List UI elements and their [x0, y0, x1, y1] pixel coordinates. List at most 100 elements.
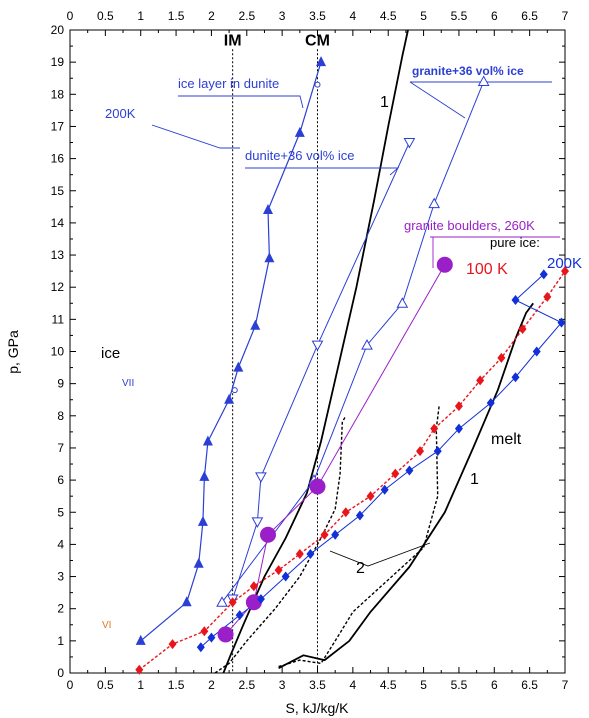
annotation-label: granite+36 vol% ice	[412, 64, 524, 78]
data-point-5	[281, 571, 290, 582]
annotation-leader	[329, 542, 431, 567]
y-tick-label: 9	[57, 377, 64, 391]
data-point-5	[486, 397, 495, 408]
data-point-4	[320, 529, 329, 540]
data-point-1	[311, 340, 324, 352]
data-point-5	[207, 632, 216, 643]
data-point-0	[224, 393, 235, 404]
annotation-label: granite boulders, 260K	[404, 218, 535, 233]
y-tick-label: 5	[57, 505, 64, 519]
data-point-3	[217, 626, 234, 643]
x-tick-label: 0.5	[97, 678, 114, 692]
data-point-4	[476, 375, 485, 386]
data-point-4	[274, 565, 283, 576]
x-tick-label: 4.5	[380, 678, 397, 692]
y-tick-label: 11	[52, 312, 65, 326]
vertical-line-label: IM	[224, 32, 242, 49]
data-point-4	[200, 626, 209, 637]
x-tick-label-top: 7	[562, 9, 569, 23]
x-axis-title: S, kJ/kg/K	[285, 700, 349, 716]
data-point-0	[199, 470, 210, 481]
x-tick-label-top: 3.5	[309, 9, 326, 23]
data-point-4	[168, 639, 177, 650]
y-tick-label: 10	[51, 345, 65, 359]
data-point-0	[250, 319, 261, 330]
data-point-1	[403, 138, 416, 149]
annotation-leader	[178, 95, 304, 109]
data-point-0	[233, 361, 244, 372]
data-point-1	[255, 472, 267, 483]
series-line-2	[221, 81, 485, 603]
data-point-4	[391, 468, 400, 479]
y-tick-label: 13	[51, 248, 65, 262]
data-point-2	[477, 75, 490, 86]
y-axis-title: p, GPa	[5, 330, 21, 374]
series-line-4	[138, 270, 566, 671]
melt-curve-1-right	[278, 302, 534, 669]
open-circle-point	[314, 81, 321, 88]
y-tick-label: 16	[51, 152, 65, 166]
y-tick-label: 7	[57, 441, 64, 455]
series-line-1	[232, 142, 410, 600]
x-tick-label-top: 1.5	[168, 9, 185, 23]
annotation-label: VI	[102, 620, 111, 631]
x-tick-label: 4	[350, 678, 357, 692]
data-point-1	[251, 517, 264, 528]
vertical-line-label: CM	[305, 32, 330, 49]
annotation-label: melt	[491, 431, 522, 448]
data-point-4	[341, 507, 350, 518]
data-point-4	[561, 266, 569, 277]
data-point-4	[295, 549, 304, 560]
annotation-label: ice layer in dunite	[178, 76, 279, 91]
x-tick-label: 1.5	[168, 678, 185, 692]
data-point-5	[511, 295, 520, 306]
y-tick-label: 17	[51, 119, 65, 133]
data-point-4	[497, 352, 506, 363]
series-line-3	[225, 264, 446, 635]
y-tick-label: 1	[57, 634, 64, 648]
melt-curve-1-left	[222, 29, 409, 674]
data-point-5	[532, 346, 541, 357]
data-point-4	[249, 581, 258, 592]
melt-curve-2-right	[278, 406, 440, 668]
data-point-5	[557, 317, 566, 328]
annotation-label: 1	[470, 471, 479, 488]
data-point-5	[355, 510, 364, 521]
data-point-4	[135, 664, 144, 675]
y-tick-label: 8	[57, 409, 64, 423]
annotation-label: 200K	[547, 255, 582, 272]
annotation-label: 1	[380, 94, 389, 111]
x-tick-label-top: 3	[279, 9, 286, 23]
y-tick-label: 15	[51, 184, 65, 198]
data-point-3	[309, 478, 326, 495]
x-tick-label: 7	[562, 678, 569, 692]
annotation-label: 200K	[105, 106, 136, 121]
annotation-leader	[245, 167, 400, 176]
data-point-5	[433, 446, 442, 457]
x-tick-label: 2.5	[238, 678, 255, 692]
series-line-5	[200, 273, 563, 648]
x-tick-label-top: 4.5	[380, 9, 397, 23]
y-tick-label: 4	[57, 537, 64, 551]
x-tick-label: 5	[420, 678, 427, 692]
tick-layer: 000.50.5111.51.5222.52.5333.53.5444.54.5…	[51, 9, 569, 692]
x-tick-label-top: 1	[137, 9, 144, 23]
open-circle-point	[231, 387, 238, 394]
data-point-4	[543, 291, 552, 302]
x-tick-label-top: 2.5	[238, 9, 255, 23]
annotation-leader	[151, 124, 240, 149]
data-point-0	[193, 557, 204, 568]
marks-layer	[135, 56, 569, 675]
data-point-5	[256, 594, 265, 605]
data-point-5	[454, 423, 463, 434]
data-point-0	[263, 204, 273, 215]
y-tick-label: 6	[57, 473, 64, 487]
data-point-4	[518, 323, 527, 334]
x-tick-label-top: 6	[491, 9, 498, 23]
x-tick-label-top: 0.5	[97, 9, 114, 23]
x-tick-label: 2	[208, 678, 215, 692]
x-tick-label-top: 6.5	[521, 9, 538, 23]
data-point-0	[294, 126, 305, 137]
data-point-0	[135, 634, 146, 645]
